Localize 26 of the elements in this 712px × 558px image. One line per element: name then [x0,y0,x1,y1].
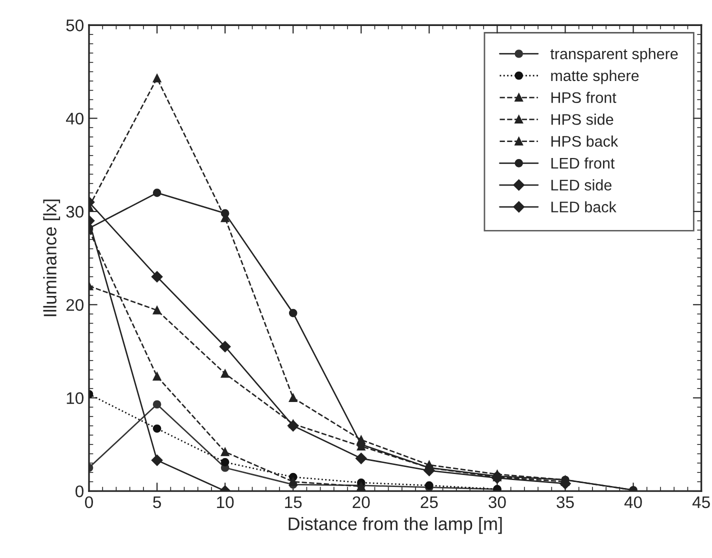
legend-label: transparent sphere [550,48,678,62]
x-tick-label: 30 [488,496,506,508]
x-tick-label: 5 [153,496,161,508]
x-tick-label: 35 [556,496,574,508]
legend-label: HPS side [551,114,614,125]
legend-label: LED front [551,157,615,169]
y-tick-label: 20 [66,299,84,311]
x-tick-label: 40 [624,496,642,508]
y-tick-label: 50 [66,20,84,32]
legend-label: matte sphere [551,70,639,84]
x-tick-label: 15 [285,496,302,508]
x-tick-label: 25 [420,496,438,508]
x-tick-label: 20 [352,496,370,508]
legend-label: HPS back [551,136,618,147]
y-tick-label: 0 [76,485,84,498]
y-axis-title: Illuminance [lx] [43,200,60,316]
y-tick-label: 40 [66,112,84,124]
y-tick-label: 30 [66,206,84,218]
y-tick-label: 10 [66,392,84,404]
x-tick-label: 45 [692,496,710,508]
x-axis-title: Distance from the lamp [m] [288,516,502,534]
legend-label: LED side [551,179,612,191]
legend-label: LED back [551,201,616,212]
legend-label: HPS front [551,92,616,104]
x-tick-label: 10 [217,496,234,508]
x-tick-label: 0 [85,496,93,508]
